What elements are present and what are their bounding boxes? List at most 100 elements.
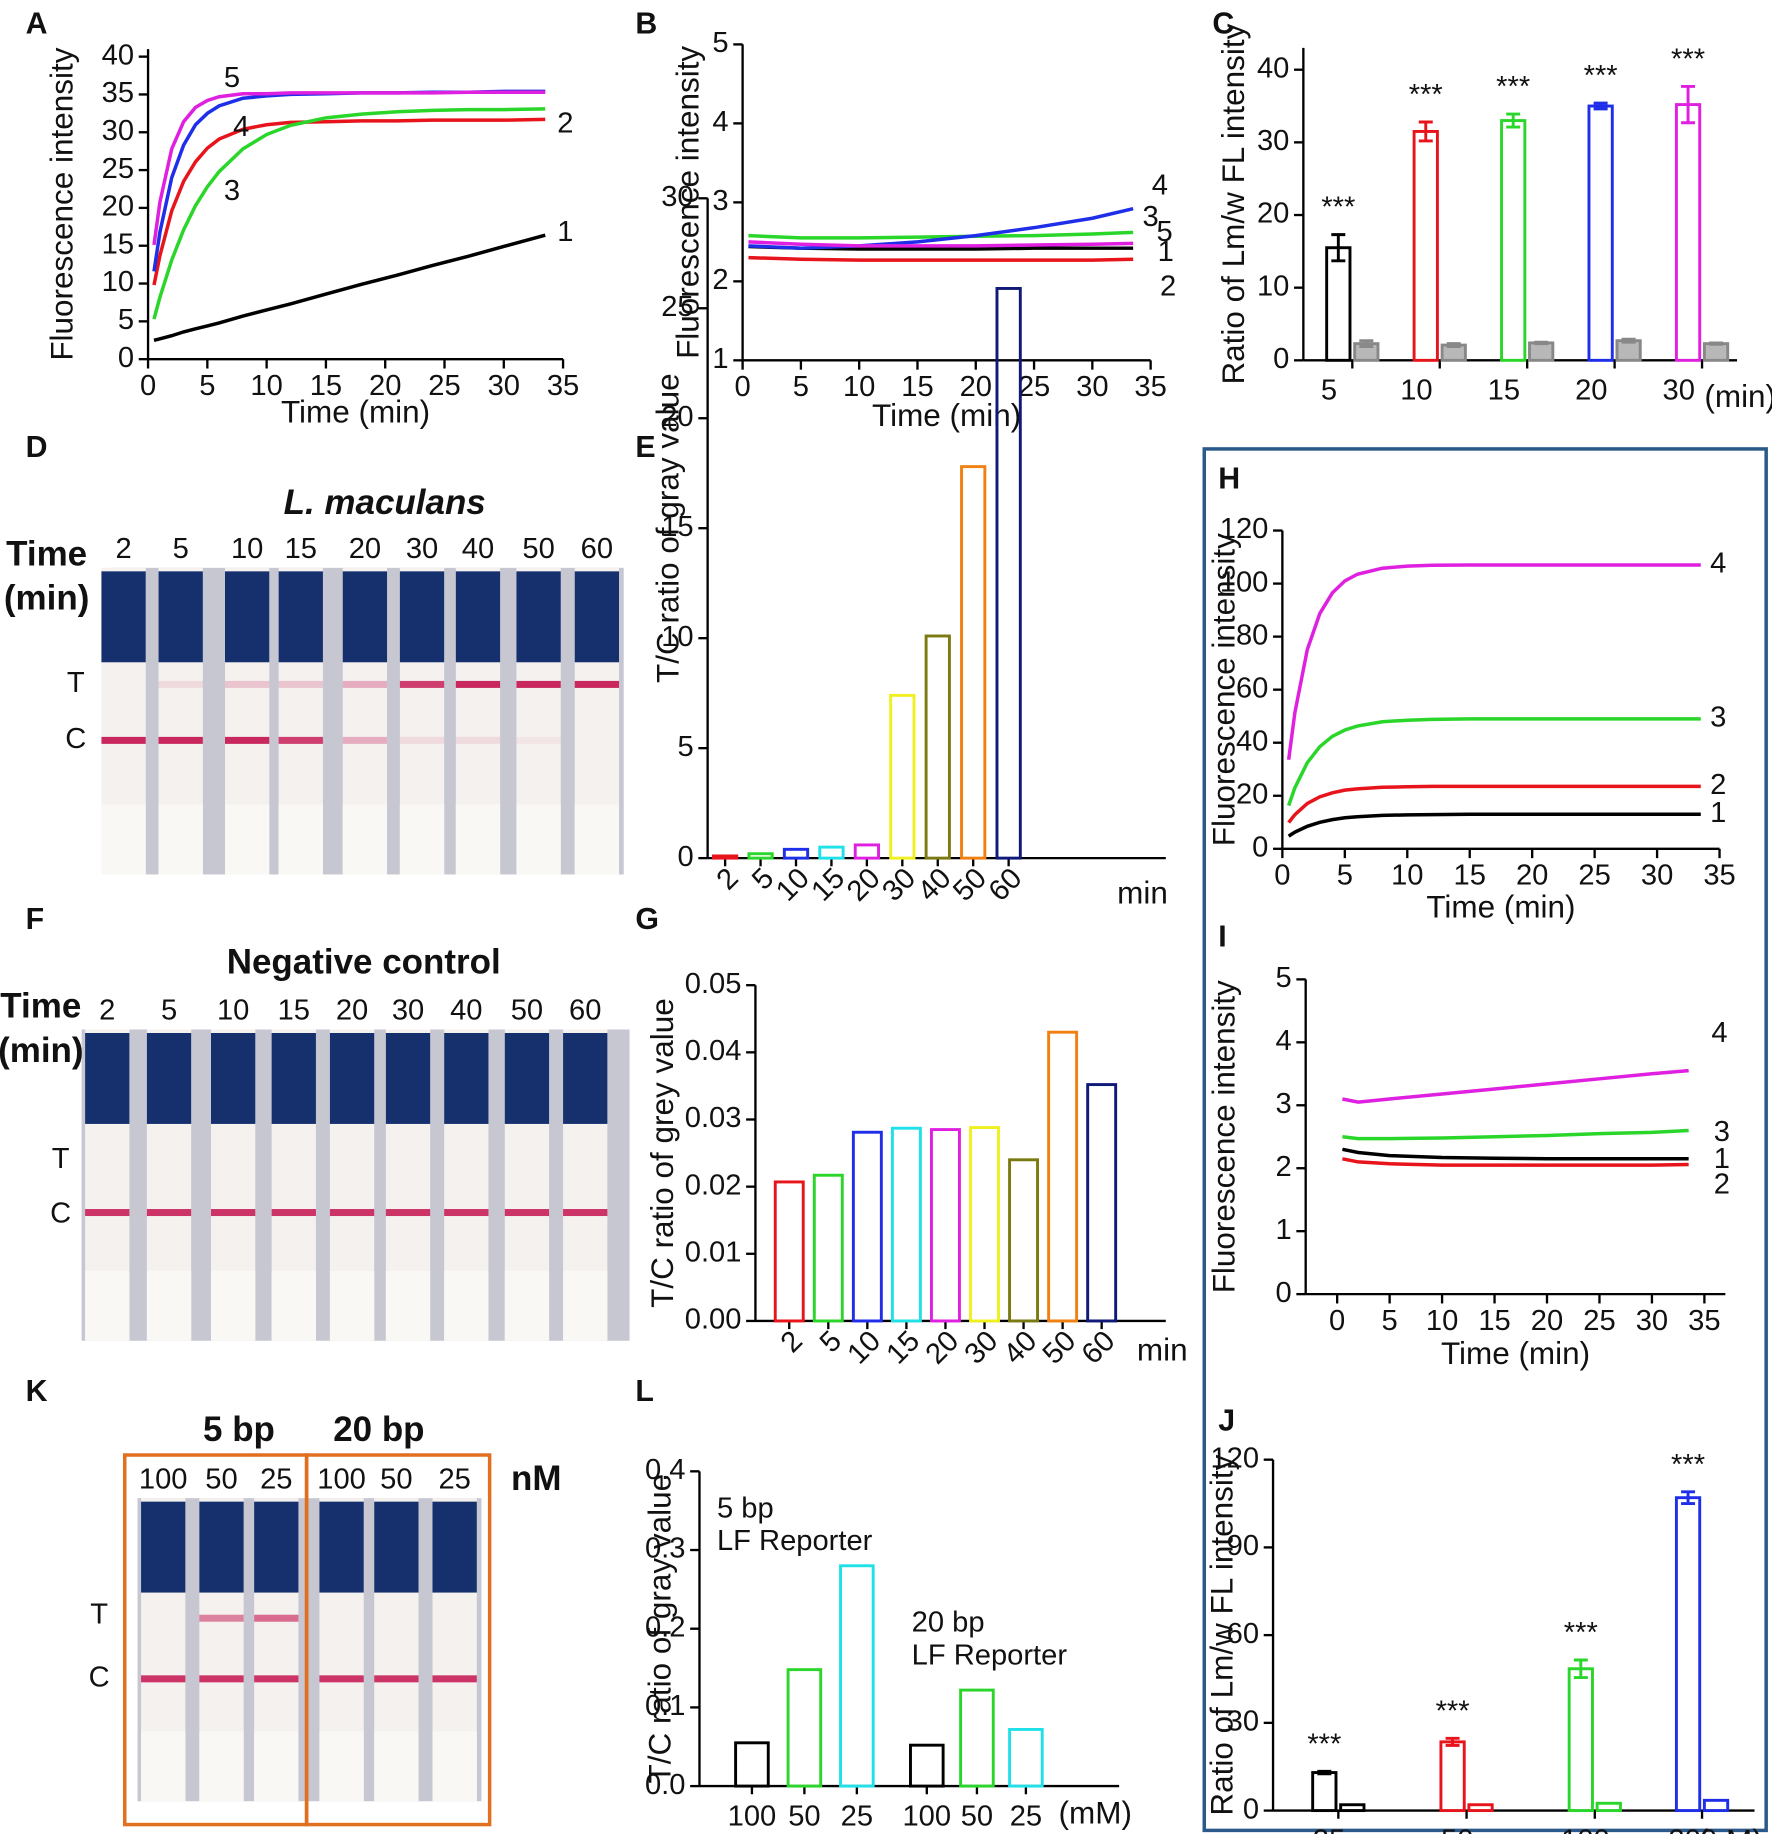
strip-line	[199, 1614, 244, 1622]
bar	[1467, 1803, 1494, 1813]
y-tick-label: 20	[661, 401, 693, 433]
x-tick-label: 35	[1134, 371, 1166, 403]
bar	[786, 1668, 823, 1788]
strip-sink	[254, 1731, 299, 1802]
x-tick-label: 2	[711, 862, 745, 896]
bar	[889, 693, 916, 860]
time-value: 15	[278, 995, 310, 1027]
y-tick-label: 2	[1275, 1151, 1291, 1183]
strip-pad	[444, 1032, 489, 1124]
x-tick-label: 30	[1076, 371, 1108, 403]
x-tick-label: 100	[902, 1800, 951, 1832]
group-label: 20 bp	[333, 1410, 424, 1449]
line-series	[1342, 1068, 1689, 1104]
bar	[1339, 1803, 1366, 1813]
bar	[812, 1173, 844, 1323]
line-label: T	[90, 1599, 108, 1631]
panel-letter: C	[1212, 8, 1234, 41]
line-series	[1342, 1157, 1689, 1167]
strip-sink	[385, 1270, 431, 1341]
y-tick-label: 5	[1275, 962, 1291, 994]
y-axis-label: T/C ratio of gray value	[642, 1474, 677, 1784]
x-tick-label: 35	[1703, 859, 1735, 891]
time-label: (min)	[4, 579, 89, 618]
line-series	[748, 240, 1134, 248]
bar	[747, 852, 774, 860]
y-tick-label: 40	[102, 39, 134, 71]
line-series	[1287, 784, 1701, 824]
strip-line	[374, 1675, 419, 1683]
strip-sink	[85, 1270, 130, 1341]
strip-line	[199, 1675, 244, 1683]
series-label: 1	[557, 216, 573, 248]
strip-sink	[211, 1270, 256, 1341]
y-tick-label: 80	[1236, 619, 1268, 651]
strip-sink	[158, 804, 203, 875]
panel-letter: I	[1218, 921, 1226, 954]
y-tick-label: 20	[1236, 778, 1268, 810]
y-tick-label: 10	[102, 266, 134, 298]
x-tick-label: 35	[1688, 1305, 1720, 1337]
time-value: 30	[406, 533, 438, 565]
series-label: 2	[1160, 271, 1176, 303]
y-tick-label: 0.1	[645, 1690, 686, 1722]
y-tick-label: 0.03	[685, 1102, 742, 1134]
strip-sink	[224, 804, 270, 875]
strip-line	[271, 1209, 316, 1217]
strip-pad	[254, 1501, 299, 1593]
strip-line	[319, 1675, 364, 1683]
y-tick-label: 3	[712, 185, 728, 217]
x-tick-label: 25	[1578, 859, 1610, 891]
time-value: 2	[99, 995, 115, 1027]
strip-pad	[141, 1501, 186, 1593]
strip-pad	[85, 1032, 130, 1124]
strip-sink	[563, 1270, 608, 1341]
y-tick-label: 0	[1273, 343, 1289, 375]
strip-line	[254, 1675, 299, 1683]
concentration: 25	[260, 1463, 292, 1495]
line-series	[152, 90, 546, 246]
strip-sink	[141, 1731, 186, 1802]
strip-line	[455, 736, 501, 744]
time-value: 15	[285, 533, 317, 565]
y-axis-label: Fluorescence intensity	[44, 47, 79, 360]
strip-sink	[504, 1270, 550, 1341]
strip-line	[574, 680, 620, 688]
strip-line	[516, 736, 561, 744]
series-label: 3	[1710, 702, 1726, 734]
significance: ***	[1307, 1728, 1341, 1760]
strip-sink	[101, 804, 146, 875]
strip-pad	[146, 1032, 192, 1124]
x-axis-label: min	[1137, 1333, 1188, 1368]
line-series	[152, 117, 546, 286]
x-tick-label: 25	[1313, 1825, 1345, 1834]
bar	[909, 1743, 945, 1788]
bar	[1311, 1771, 1338, 1813]
x-tick-label: 30	[1663, 375, 1695, 407]
x-tick-label: 15	[1454, 859, 1486, 891]
y-tick-label: 0.05	[685, 968, 742, 1000]
significance: ***	[1496, 71, 1530, 103]
y-tick-label: 60	[1227, 1618, 1259, 1650]
unit-label: nM	[511, 1459, 562, 1498]
error-bar	[1593, 101, 1608, 111]
error-bar	[1681, 1490, 1696, 1506]
strip-sink	[199, 1731, 244, 1802]
strip-line	[278, 736, 323, 744]
significance: ***	[1671, 1449, 1705, 1481]
strip-line	[563, 1209, 608, 1217]
bar	[1325, 246, 1352, 362]
panel-letter: B	[635, 8, 657, 41]
strip-sink	[574, 804, 620, 875]
y-axis-label: Ratio of Lm/w FL intensity	[1216, 23, 1251, 384]
y-tick-label: 100	[1220, 566, 1269, 598]
strip-sink	[319, 1731, 364, 1802]
strip-sink	[146, 1270, 192, 1341]
x-axis-label: (min)	[1704, 379, 1772, 414]
series-label: 4	[1710, 548, 1726, 580]
x-tick-label: 50	[788, 1800, 820, 1832]
bar	[959, 1688, 995, 1788]
strip-line	[158, 736, 203, 744]
x-tick-label: 30	[488, 370, 520, 402]
